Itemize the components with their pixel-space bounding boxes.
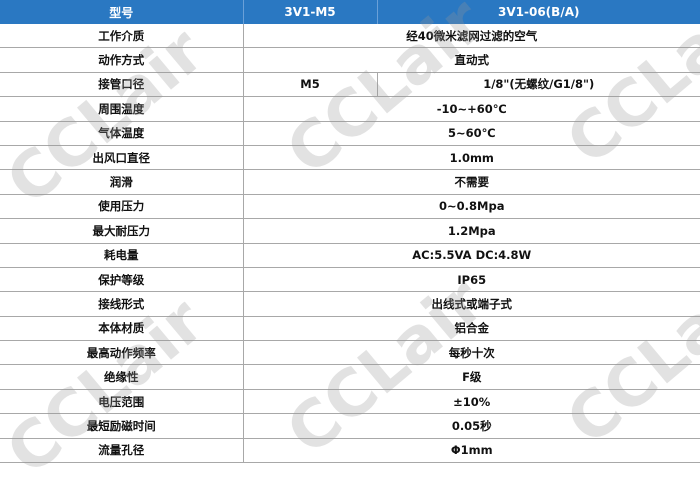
row-value: 铝合金: [243, 316, 700, 342]
row-label: 出风口直径: [0, 145, 244, 171]
header-3v1-06: 3V1-06(B/A): [377, 0, 700, 24]
row-label: 接线形式: [0, 291, 244, 317]
table-row: 润滑 不需要: [0, 169, 700, 195]
row-label: 周围温度: [0, 96, 244, 122]
table-row: 接线形式 出线式或端子式: [0, 291, 700, 317]
table-row: 使用压力 0~0.8Mpa: [0, 194, 700, 220]
row-value: -10~+60℃: [243, 96, 700, 122]
row-value: F级: [243, 364, 700, 390]
table-row: 出风口直径 1.0mm: [0, 145, 700, 171]
table-row: 最短励磁时间 0.05秒: [0, 413, 700, 439]
row-label: 最高动作频率: [0, 340, 244, 366]
table-row: 流量孔径 Φ1mm: [0, 438, 700, 464]
spec-table: 型号 3V1-M5 3V1-06(B/A) 工作介质 经40微米滤网过滤的空气 动作…: [0, 0, 700, 464]
row-value: 1.0mm: [243, 145, 700, 171]
row-label: 使用压力: [0, 194, 244, 220]
row-value: AC:5.5VA DC:4.8W: [243, 243, 700, 268]
row-label: 耗电量: [0, 243, 244, 268]
row-value: 出线式或端子式: [243, 291, 700, 317]
table-row: 绝缘性 F级: [0, 364, 700, 390]
row-value: 经40微米滤网过滤的空气: [243, 24, 700, 49]
row-label: 最短励磁时间: [0, 413, 244, 439]
table-row: 最高动作频率 每秒十次: [0, 340, 700, 366]
row-value: 0.05秒: [243, 413, 700, 439]
table-row: 工作介质 经40微米滤网过滤的空气: [0, 24, 700, 49]
header-model: 型号: [0, 0, 244, 24]
table-row: 耗电量 AC:5.5VA DC:4.8W: [0, 243, 700, 268]
table-row: 接管口径 M5 1/8"(无螺纹/G1/8"): [0, 72, 700, 98]
row-value: 直动式: [243, 47, 700, 73]
row-value: 1.2Mpa: [243, 218, 700, 244]
row-label: 润滑: [0, 169, 244, 195]
row-value: 不需要: [243, 169, 700, 195]
row-value: ±10%: [243, 389, 700, 415]
row-label: 工作介质: [0, 24, 244, 49]
header-3v1-m5: 3V1-M5: [243, 0, 378, 24]
table-row: 保护等级 IP65: [0, 267, 700, 293]
row-value: 5~60℃: [243, 121, 700, 146]
table-row: 周围温度 -10~+60℃: [0, 96, 700, 122]
row-label: 绝缘性: [0, 364, 244, 390]
row-label: 动作方式: [0, 47, 244, 73]
row-label: 本体材质: [0, 316, 244, 342]
table-row: 气体温度 5~60℃: [0, 121, 700, 146]
row-value-3v1-06: 1/8"(无螺纹/G1/8"): [377, 72, 700, 98]
row-label: 气体温度: [0, 121, 244, 146]
row-value: IP65: [243, 267, 700, 293]
row-label: 保护等级: [0, 267, 244, 293]
row-value: Φ1mm: [243, 438, 700, 464]
table-row: 最大耐压力 1.2Mpa: [0, 218, 700, 244]
row-label: 流量孔径: [0, 438, 244, 464]
row-label: 接管口径: [0, 72, 244, 98]
row-value: 0~0.8Mpa: [243, 194, 700, 220]
row-value: 每秒十次: [243, 340, 700, 366]
row-label: 电压范围: [0, 389, 244, 415]
table-row: 电压范围 ±10%: [0, 389, 700, 415]
row-label: 最大耐压力: [0, 218, 244, 244]
table-row: 本体材质 铝合金: [0, 316, 700, 342]
table-row: 动作方式 直动式: [0, 47, 700, 73]
header-row: 型号 3V1-M5 3V1-06(B/A): [0, 0, 700, 24]
row-value-3v1-m5: M5: [243, 72, 378, 98]
